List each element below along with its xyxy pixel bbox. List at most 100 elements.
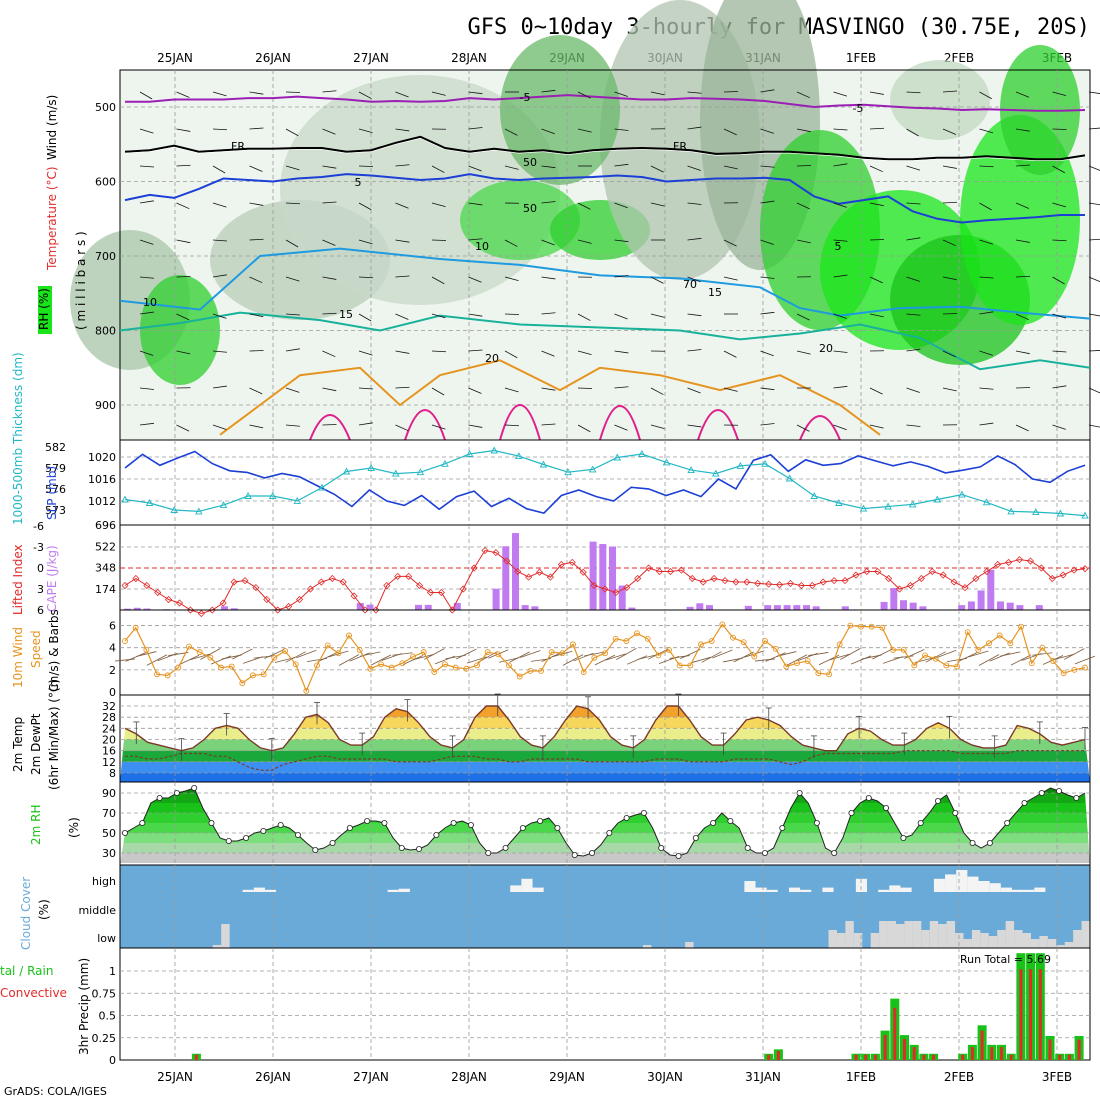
isotherm-5: [124, 173, 1085, 224]
cloud-low-bar: [828, 930, 837, 948]
rh-tick-90: 90: [102, 787, 116, 800]
upper-wind-barb: [139, 276, 154, 279]
surface-wind-barb: [978, 654, 1000, 666]
cloud-high-bar: [878, 889, 890, 892]
wind-speed-marker: [474, 662, 480, 669]
wind-speed-marker: [719, 621, 726, 628]
thickness-marker: [613, 453, 622, 461]
lifted-marker: [317, 578, 325, 586]
upper-wind-barb: [614, 386, 629, 389]
cape-bar: [686, 606, 694, 610]
surface-wind-barb: [317, 651, 338, 663]
lifted-marker: [677, 566, 685, 574]
wind-speed-marker: [964, 629, 971, 636]
upper-wind-barb: [285, 128, 299, 137]
precip-conv-bar: [932, 1054, 936, 1060]
upper-wind-barb: [322, 387, 337, 392]
cloud-high-bar: [855, 878, 868, 892]
precip-conv-bar: [1000, 1047, 1003, 1060]
upper-wind-barb: [322, 350, 336, 358]
cloud-high-bar: [945, 874, 957, 892]
thickness-line: [124, 449, 1086, 517]
upper-wind-barb: [906, 237, 921, 241]
rh-marker: [658, 845, 665, 852]
cape-bar: [502, 546, 510, 610]
upper-wind-barb: [614, 128, 629, 131]
lifted-marker: [808, 581, 816, 590]
precip-conv-bar: [903, 1038, 906, 1060]
slp-line: [124, 450, 1086, 514]
upper-wind-barb: [249, 202, 264, 206]
precip-conv-bar: [776, 1050, 780, 1060]
upper-wind-barb: [869, 313, 884, 318]
cloud-high-bar: [242, 889, 254, 892]
thickness-marker: [441, 459, 449, 467]
surface-wind-barb: [360, 651, 381, 657]
wind-speed-marker: [324, 642, 331, 649]
wind-speed-marker: [655, 652, 662, 659]
isotherm-hump: [499, 404, 541, 441]
upper-wind-barb: [906, 424, 921, 427]
wind10-label: 10m Wind: [11, 627, 25, 688]
wind-speed-marker: [175, 664, 182, 671]
wind-speed-marker: [186, 643, 192, 650]
lifted-marker: [306, 585, 315, 593]
rh-marker: [416, 846, 423, 853]
lifted-marker: [274, 606, 282, 614]
cape-bar: [609, 546, 616, 610]
precip-conv-bar: [912, 1047, 916, 1060]
upper-wind-barb: [395, 424, 409, 432]
cloud-cat-low: low: [97, 932, 116, 945]
footer-credit: GrADS: COLA/IGES: [4, 1085, 107, 1098]
upper-wind-barb: [431, 350, 447, 353]
temperature-label: Temperature (°C): [45, 166, 59, 271]
top-date-27JAN: 27JAN: [353, 51, 389, 65]
upper-wind-barb: [176, 128, 191, 132]
lifted-marker: [1005, 558, 1013, 566]
lifted-marker: [448, 606, 456, 614]
upper-wind-barb: [942, 276, 957, 281]
rh-marker: [900, 835, 907, 842]
upper-wind-barb: [1088, 313, 1100, 317]
upper-wind-barb: [395, 350, 410, 354]
upper-wind-barb: [358, 422, 373, 426]
upper-wind-barb: [139, 239, 154, 245]
upper-wind-barb: [212, 202, 227, 208]
bottom-date-26JAN: 26JAN: [255, 1070, 291, 1084]
cape-bar: [521, 605, 529, 610]
contour-label: 15: [339, 308, 353, 321]
surface-wind-barb: [1010, 654, 1032, 666]
wind-speed-marker: [762, 638, 768, 644]
surface-wind-barb: [466, 656, 488, 664]
cloud-low-bar: [887, 921, 896, 948]
cape-bar: [366, 604, 374, 610]
upper-wind-barb: [796, 424, 810, 432]
upper-wind-barb: [979, 239, 994, 245]
upper-wind-barb: [176, 350, 191, 355]
upper-wind-barb: [1015, 202, 1030, 209]
lifted-marker: [481, 546, 489, 555]
upper-wind-barb: [869, 202, 884, 207]
lifted-label: Lifted Index: [11, 544, 25, 615]
cape-bar: [900, 600, 907, 610]
thickness-marker: [367, 464, 375, 471]
lifted-marker: [732, 578, 740, 586]
cape-bar: [356, 603, 364, 610]
thickness-marker: [982, 498, 991, 506]
upper-wind-barb: [1052, 239, 1067, 242]
cape-bar: [1006, 602, 1014, 610]
upper-wind-barb: [1015, 164, 1030, 167]
upper-wind-barb: [431, 165, 445, 173]
lifted-marker: [525, 573, 533, 581]
isotherm-hump: [599, 405, 641, 441]
thickness-marker: [1007, 507, 1015, 515]
cloud-high-bar: [398, 888, 410, 892]
lifted-marker: [786, 579, 795, 587]
upper-wind-barb: [468, 202, 483, 206]
barbs-label: (m/s) & Barbs: [47, 609, 61, 692]
upper-wind-barb: [577, 202, 591, 210]
contour-label: 50: [523, 156, 537, 169]
rh-band: [120, 833, 1090, 843]
rh-marker: [623, 815, 630, 822]
cape-bar: [803, 605, 810, 610]
